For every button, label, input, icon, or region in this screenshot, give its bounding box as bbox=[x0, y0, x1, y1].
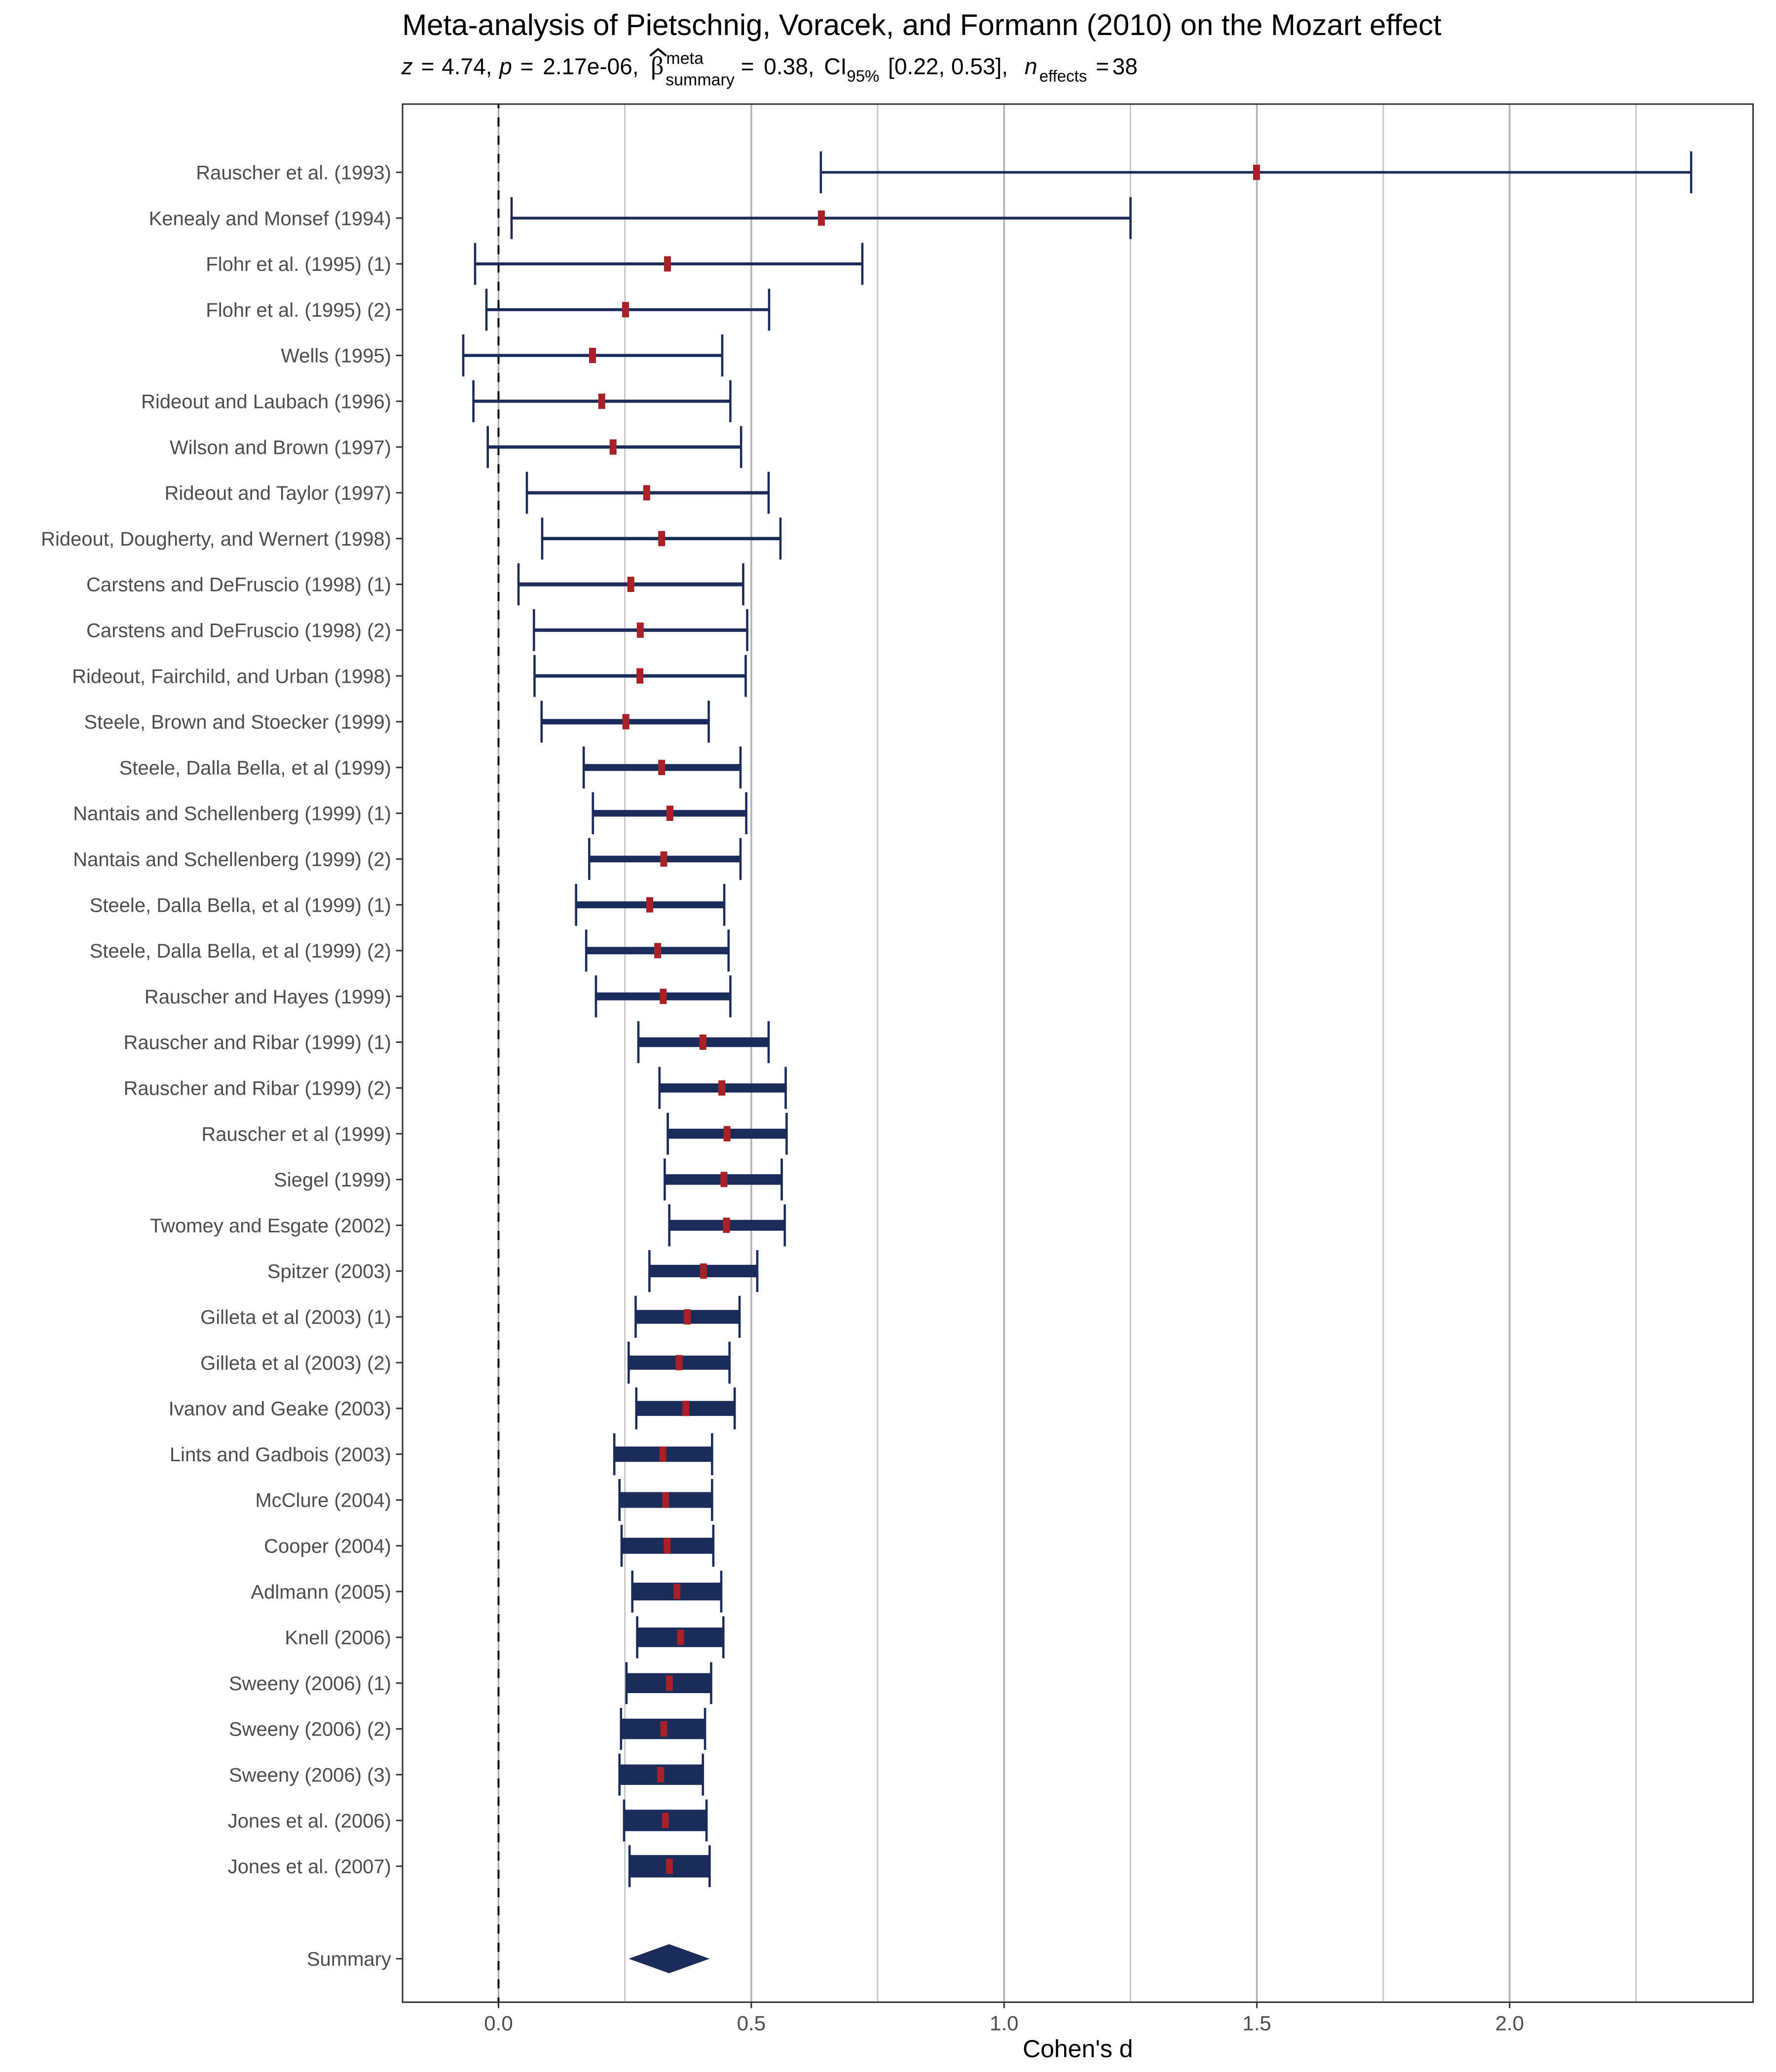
svg-text:Meta-analysis of Pietschnig, V: Meta-analysis of Pietschnig, Voracek, an… bbox=[402, 8, 1442, 41]
svg-text:Rideout, Fairchild, and Urban: Rideout, Fairchild, and Urban (1998) bbox=[72, 666, 391, 687]
svg-text:β: β bbox=[651, 52, 664, 80]
svg-text:Kenealy and Monsef (1994): Kenealy and Monsef (1994) bbox=[149, 208, 391, 229]
svg-text:Nantais and Schellenberg (1999: Nantais and Schellenberg (1999) (1) bbox=[73, 803, 391, 825]
svg-text:Rauscher et al. (1993): Rauscher et al. (1993) bbox=[196, 162, 391, 184]
svg-text:Steele, Dalla Bella, et al (19: Steele, Dalla Bella, et al (1999) bbox=[119, 757, 391, 779]
svg-text:Siegel (1999): Siegel (1999) bbox=[274, 1169, 391, 1191]
svg-text:Adlmann (2005): Adlmann (2005) bbox=[251, 1581, 391, 1603]
svg-text:Cooper (2004): Cooper (2004) bbox=[264, 1536, 391, 1557]
svg-text:1.0: 1.0 bbox=[990, 2012, 1018, 2035]
svg-text:Sweeny (2006) (3): Sweeny (2006) (3) bbox=[229, 1765, 391, 1786]
svg-text:1.5: 1.5 bbox=[1243, 2012, 1271, 2035]
svg-text:Steele, Brown and Stoecker (19: Steele, Brown and Stoecker (1999) bbox=[84, 711, 391, 733]
svg-text:Knell (2006): Knell (2006) bbox=[285, 1627, 391, 1649]
svg-text:Rideout and Laubach (1996): Rideout and Laubach (1996) bbox=[141, 391, 391, 413]
svg-text:= 0.38, CI95% [0.22, 0.53], n: = 0.38, CI95% [0.22, 0.53], n effects = … bbox=[741, 54, 1138, 85]
svg-text:Lints and Gadbois (2003): Lints and Gadbois (2003) bbox=[170, 1444, 391, 1466]
svg-text:Summary: Summary bbox=[307, 1949, 391, 1970]
svg-text:Ivanov and Geake (2003): Ivanov and Geake (2003) bbox=[169, 1398, 391, 1420]
svg-text:0.5: 0.5 bbox=[737, 2012, 766, 2035]
svg-text:Gilleta et al (2003) (2): Gilleta et al (2003) (2) bbox=[200, 1352, 391, 1374]
svg-text:Cohen's d: Cohen's d bbox=[1023, 2035, 1133, 2063]
svg-text:Carstens and DeFruscio (1998): Carstens and DeFruscio (1998) (2) bbox=[86, 620, 391, 642]
svg-text:McClure (2004): McClure (2004) bbox=[255, 1490, 391, 1512]
svg-text:0.0: 0.0 bbox=[484, 2012, 513, 2035]
svg-text:Rauscher and Ribar (1999) (2): Rauscher and Ribar (1999) (2) bbox=[124, 1078, 391, 1100]
svg-text:Twomey and Esgate (2002): Twomey and Esgate (2002) bbox=[150, 1215, 391, 1237]
svg-text:Nantais and Schellenberg (1999: Nantais and Schellenberg (1999) (2) bbox=[73, 849, 391, 871]
svg-text:Rideout, Dougherty, and Werner: Rideout, Dougherty, and Wernert (1998) bbox=[41, 528, 391, 550]
svg-text:2.0: 2.0 bbox=[1495, 2012, 1524, 2035]
svg-text:Jones et al. (2007): Jones et al. (2007) bbox=[228, 1856, 391, 1878]
svg-text:z = 4.74, p = 2.17e-06,: z = 4.74, p = 2.17e-06, bbox=[401, 54, 639, 79]
svg-text:Gilleta et al (2003) (1): Gilleta et al (2003) (1) bbox=[200, 1307, 391, 1329]
svg-text:Rauscher and Ribar (1999) (1): Rauscher and Ribar (1999) (1) bbox=[124, 1032, 391, 1054]
svg-text:Flohr et al. (1995) (1): Flohr et al. (1995) (1) bbox=[206, 254, 391, 275]
svg-text:summary: summary bbox=[666, 71, 735, 89]
svg-text:Carstens and DeFruscio (1998): Carstens and DeFruscio (1998) (1) bbox=[86, 574, 391, 596]
svg-text:Sweeny (2006) (2): Sweeny (2006) (2) bbox=[229, 1719, 391, 1740]
svg-text:Rauscher and Hayes (1999): Rauscher and Hayes (1999) bbox=[145, 986, 391, 1008]
svg-text:Spitzer (2003): Spitzer (2003) bbox=[267, 1261, 391, 1283]
svg-text:meta: meta bbox=[666, 49, 703, 68]
svg-text:Wells (1995): Wells (1995) bbox=[281, 345, 391, 367]
svg-text:Steele, Dalla Bella, et al (19: Steele, Dalla Bella, et al (1999) (1) bbox=[90, 894, 391, 916]
svg-text:Flohr et al. (1995) (2): Flohr et al. (1995) (2) bbox=[206, 299, 391, 321]
svg-text:Rauscher et al (1999): Rauscher et al (1999) bbox=[201, 1123, 391, 1145]
svg-text:Jones et al. (2006): Jones et al. (2006) bbox=[228, 1810, 391, 1832]
svg-text:Rideout and Taylor (1997): Rideout and Taylor (1997) bbox=[164, 482, 391, 504]
svg-text:Sweeny (2006) (1): Sweeny (2006) (1) bbox=[229, 1673, 391, 1695]
svg-text:Steele, Dalla Bella, et al (19: Steele, Dalla Bella, et al (1999) (2) bbox=[90, 940, 391, 962]
svg-text:Wilson and Brown (1997): Wilson and Brown (1997) bbox=[170, 437, 391, 458]
